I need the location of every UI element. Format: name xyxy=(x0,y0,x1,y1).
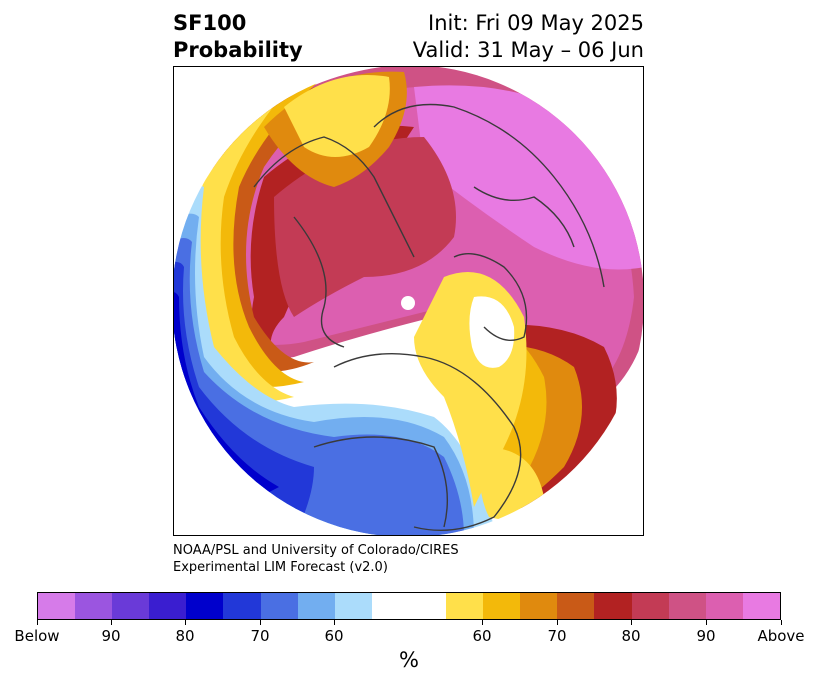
credit-line-1: NOAA/PSL and University of Colorado/CIRE… xyxy=(173,543,459,558)
colorbar-tick-label: 70 xyxy=(547,627,567,645)
colorbar-swatch xyxy=(557,593,595,619)
colorbar-tick-label: 60 xyxy=(324,627,344,645)
colorbar-tick-label: 90 xyxy=(696,627,716,645)
colorbar-tick xyxy=(781,620,782,625)
colorbar-swatch xyxy=(668,593,706,619)
colorbar-swatch xyxy=(297,593,335,619)
colorbar-tick-label: 80 xyxy=(175,627,195,645)
colorbar-swatch xyxy=(520,593,558,619)
colorbar-tick xyxy=(706,620,707,625)
colorbar-tick xyxy=(185,620,186,625)
title-right: Init: Fri 09 May 2025 Valid: 31 May – 06… xyxy=(413,10,644,64)
init-date: Init: Fri 09 May 2025 xyxy=(428,11,644,35)
colorbar-swatch xyxy=(38,593,76,619)
colorbar-swatch xyxy=(483,593,521,619)
colorbar-unit: % xyxy=(399,648,419,672)
contour-southeast-yellow xyxy=(480,447,544,520)
colorbar-tick-label: 80 xyxy=(621,627,641,645)
colorbar-tick xyxy=(260,620,261,625)
coastlines xyxy=(253,103,605,531)
coast-eurasia xyxy=(373,103,605,288)
colorbar-swatch xyxy=(149,593,187,619)
colorbar-tick xyxy=(37,620,38,625)
forecast-map xyxy=(173,66,644,536)
title-field-type: Probability xyxy=(173,38,303,62)
colorbar-tick xyxy=(482,620,483,625)
colorbar-tick xyxy=(557,620,558,625)
colorbar-tick-label: 90 xyxy=(101,627,121,645)
colorbar-swatch xyxy=(631,593,669,619)
coast-greenland xyxy=(453,253,528,341)
title-left: SF100 Probability xyxy=(173,10,303,64)
colorbar-swatch xyxy=(371,593,447,619)
contour-above-50 xyxy=(194,82,294,402)
colorbar-swatch xyxy=(75,593,113,619)
colorbar-swatch xyxy=(186,593,224,619)
coast-alaska xyxy=(293,216,345,348)
colorbar-tick xyxy=(631,620,632,625)
credit-line-2: Experimental LIM Forecast (v2.0) xyxy=(173,560,388,575)
colorbar-tick-label: 60 xyxy=(472,627,492,645)
title-field-name: SF100 xyxy=(173,11,247,35)
colorbar-swatch xyxy=(223,593,261,619)
coast-siberia xyxy=(253,136,415,258)
coast-north-america xyxy=(333,353,522,531)
credit: NOAA/PSL and University of Colorado/CIRE… xyxy=(173,542,459,576)
coast-europe xyxy=(473,186,575,248)
contour-above-85 xyxy=(274,137,456,317)
colorbar xyxy=(37,592,781,620)
colorbar-swatch xyxy=(112,593,150,619)
colorbar-tick-label: 70 xyxy=(250,627,270,645)
colorbar-swatch xyxy=(742,593,780,619)
contour-east-white xyxy=(469,296,515,368)
colorbar-swatch xyxy=(446,593,484,619)
valid-range: Valid: 31 May – 06 Jun xyxy=(412,38,644,62)
north-pole-marker xyxy=(401,296,415,310)
colorbar-tick xyxy=(111,620,112,625)
contour-top-yellow xyxy=(284,75,390,157)
colorbar-swatch xyxy=(705,593,743,619)
colorbar-swatch xyxy=(594,593,632,619)
polar-map xyxy=(174,67,643,535)
colorbar-tick xyxy=(334,620,335,625)
coast-us xyxy=(313,436,448,528)
probability-field xyxy=(174,67,643,535)
colorbar-tick-label: Above xyxy=(757,627,805,645)
colorbar-swatch xyxy=(334,593,372,619)
colorbar-tick-label: Below xyxy=(14,627,60,645)
colorbar-swatch xyxy=(260,593,298,619)
